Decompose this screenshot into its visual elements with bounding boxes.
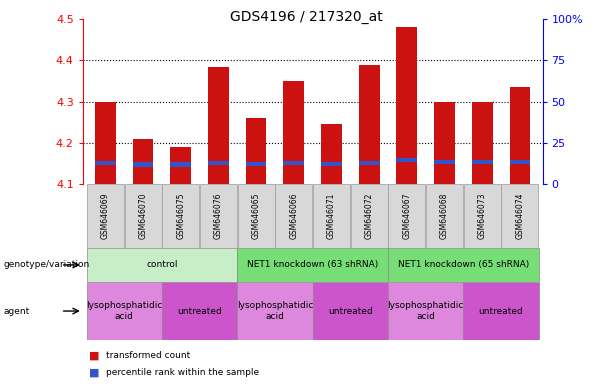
- Text: ■: ■: [89, 367, 99, 377]
- Text: GSM646068: GSM646068: [440, 193, 449, 239]
- Bar: [388, 248, 539, 282]
- Bar: [237, 282, 313, 340]
- Bar: [208, 67, 229, 184]
- Text: GSM646070: GSM646070: [139, 193, 148, 239]
- Text: GDS4196 / 217320_at: GDS4196 / 217320_at: [230, 10, 383, 23]
- Bar: [237, 248, 388, 282]
- Bar: [162, 282, 237, 340]
- Text: GSM646067: GSM646067: [402, 193, 411, 239]
- Text: untreated: untreated: [328, 306, 373, 316]
- Bar: [313, 282, 388, 340]
- Bar: [509, 159, 530, 164]
- Bar: [283, 81, 304, 184]
- Bar: [170, 162, 191, 167]
- Text: GSM646072: GSM646072: [365, 193, 374, 239]
- Text: GSM646073: GSM646073: [478, 193, 487, 239]
- Text: lysophosphatidic
acid: lysophosphatidic acid: [387, 301, 464, 321]
- Bar: [313, 184, 350, 248]
- Text: lysophosphatidic
acid: lysophosphatidic acid: [86, 301, 162, 321]
- Text: NET1 knockdown (65 shRNA): NET1 knockdown (65 shRNA): [398, 260, 529, 270]
- Text: agent: agent: [3, 306, 29, 316]
- Text: GSM646074: GSM646074: [516, 193, 524, 239]
- Bar: [397, 158, 417, 162]
- Bar: [238, 184, 275, 248]
- Text: untreated: untreated: [177, 306, 222, 316]
- Bar: [208, 161, 229, 165]
- Bar: [170, 147, 191, 184]
- Text: GSM646075: GSM646075: [176, 193, 185, 239]
- Bar: [388, 282, 463, 340]
- Bar: [200, 184, 237, 248]
- Text: NET1 knockdown (63 shRNA): NET1 knockdown (63 shRNA): [247, 260, 378, 270]
- Bar: [246, 162, 267, 166]
- Bar: [132, 162, 153, 167]
- Bar: [87, 184, 124, 248]
- Bar: [509, 87, 530, 184]
- Bar: [472, 159, 493, 164]
- Bar: [246, 118, 267, 184]
- Bar: [472, 102, 493, 184]
- Bar: [434, 159, 455, 164]
- Bar: [351, 184, 387, 248]
- Bar: [434, 102, 455, 184]
- Bar: [321, 162, 342, 166]
- Text: GSM646069: GSM646069: [101, 193, 110, 239]
- Bar: [95, 161, 116, 165]
- Bar: [463, 282, 539, 340]
- Text: genotype/variation: genotype/variation: [3, 260, 89, 270]
- Text: GSM646066: GSM646066: [289, 193, 299, 239]
- Bar: [124, 184, 161, 248]
- Bar: [86, 248, 237, 282]
- Text: lysophosphatidic
acid: lysophosphatidic acid: [237, 301, 313, 321]
- Text: percentile rank within the sample: percentile rank within the sample: [106, 368, 259, 377]
- Text: GSM646071: GSM646071: [327, 193, 336, 239]
- Bar: [389, 184, 425, 248]
- Bar: [162, 184, 199, 248]
- Bar: [359, 161, 379, 165]
- Text: ■: ■: [89, 350, 99, 360]
- Text: untreated: untreated: [479, 306, 524, 316]
- Text: GSM646065: GSM646065: [251, 193, 261, 239]
- Bar: [426, 184, 463, 248]
- Bar: [275, 184, 312, 248]
- Bar: [283, 161, 304, 165]
- Bar: [95, 102, 116, 184]
- Bar: [359, 65, 379, 184]
- Text: control: control: [146, 260, 178, 270]
- Text: transformed count: transformed count: [106, 351, 190, 360]
- Bar: [321, 124, 342, 184]
- Bar: [86, 282, 162, 340]
- Bar: [132, 139, 153, 184]
- Bar: [397, 27, 417, 184]
- Text: GSM646076: GSM646076: [214, 193, 223, 239]
- Bar: [464, 184, 501, 248]
- Bar: [501, 184, 538, 248]
